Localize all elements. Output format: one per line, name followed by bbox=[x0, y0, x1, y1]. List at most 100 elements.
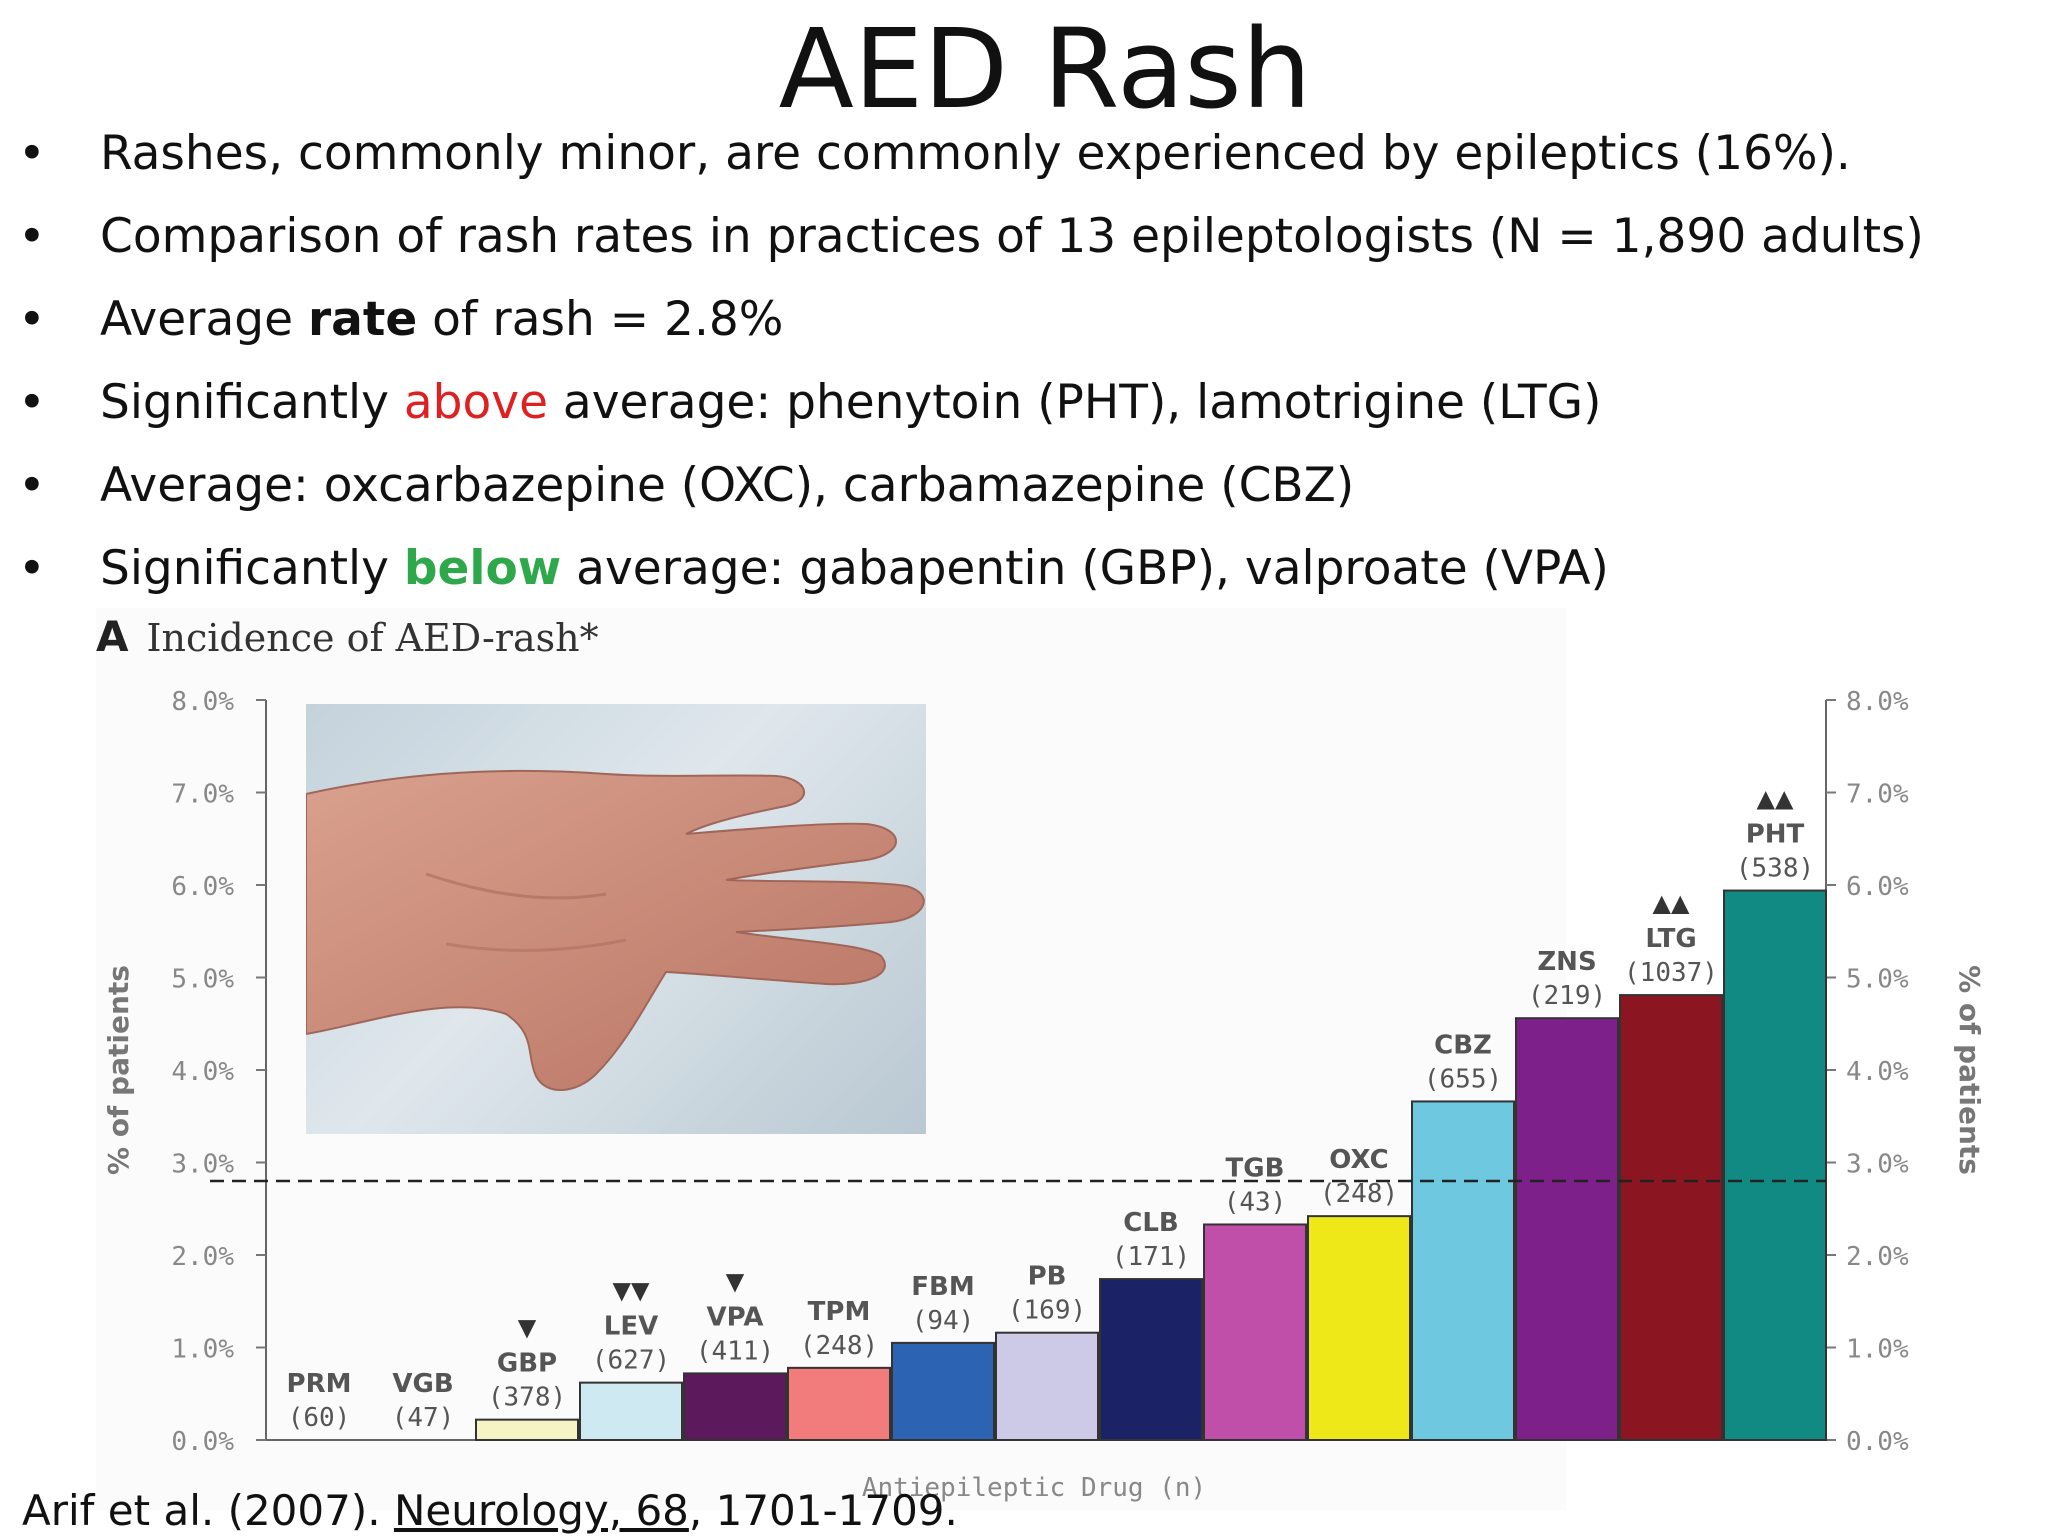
bullet-text: Significantly below average: gabapentin … bbox=[100, 527, 1609, 610]
y-tick-label-right: 8.0% bbox=[1846, 687, 1909, 717]
bar-n-label: (171) bbox=[1112, 1242, 1190, 1272]
bar-n-label: (47) bbox=[392, 1403, 455, 1433]
bar-drug-label: GBP bbox=[497, 1349, 557, 1379]
bar-lev bbox=[579, 1381, 683, 1442]
bar-tpm bbox=[787, 1366, 891, 1441]
y-tick-label-left: 1.0% bbox=[171, 1335, 234, 1365]
bullet-text-run: Average bbox=[100, 292, 308, 347]
citation: Arif et al. (2007). Neurology, 68, 1701-… bbox=[22, 1486, 958, 1535]
bar-drug-label: VPA bbox=[707, 1302, 764, 1332]
bullet-marker: • bbox=[18, 458, 46, 513]
bullet-text: Average: oxcarbazepine (OXC), carbamazep… bbox=[100, 444, 1354, 527]
bar-n-label: (169) bbox=[1008, 1296, 1086, 1326]
bar-drug-label: PB bbox=[1028, 1262, 1067, 1292]
bullet-text-run: Significantly bbox=[100, 375, 404, 430]
bar-clb bbox=[1099, 1278, 1203, 1442]
rash-hand-photo bbox=[306, 704, 926, 1134]
bullet-text-run: average: gabapentin (GBP), valproate (VP… bbox=[561, 541, 1609, 596]
bar-n-label: (219) bbox=[1528, 981, 1606, 1011]
bar-n-label: (655) bbox=[1424, 1064, 1502, 1094]
y-tick-label-left: 7.0% bbox=[171, 780, 234, 810]
bar-drug-label: CBZ bbox=[1434, 1030, 1492, 1060]
bar-n-label: (248) bbox=[800, 1331, 878, 1361]
y-tick-label-left: 0.0% bbox=[171, 1427, 234, 1457]
bullet-text: Average rate of rash = 2.8% bbox=[100, 278, 783, 361]
bar-n-label: (60) bbox=[288, 1403, 351, 1433]
bar-drug-label: FBM bbox=[911, 1272, 974, 1302]
bar-drug-label: TGB bbox=[1226, 1153, 1285, 1183]
figure-title: A Incidence of AED-rash* bbox=[96, 612, 599, 661]
y-tick-label-left: 4.0% bbox=[171, 1057, 234, 1087]
figure-title-text: Incidence of AED-rash* bbox=[146, 616, 599, 660]
bar-drug-label: CLB bbox=[1123, 1208, 1178, 1238]
bullet-item: • Average rate of rash = 2.8% bbox=[18, 278, 2018, 361]
bullet-list: • Rashes, commonly minor, are commonly ex… bbox=[18, 112, 2018, 610]
bullet-item: • Significantly above average: phenytoin … bbox=[18, 361, 2018, 444]
bar-zns bbox=[1515, 1017, 1619, 1441]
x-axis-title: Antiepileptic Drug (n) bbox=[862, 1473, 1206, 1503]
bullet-text-run: of rash = 2.8% bbox=[417, 292, 784, 347]
y-tick-label-right: 5.0% bbox=[1846, 965, 1909, 995]
bar-n-label: (411) bbox=[696, 1336, 774, 1366]
bar-drug-label: PHT bbox=[1746, 820, 1805, 850]
bar-fbm bbox=[891, 1341, 995, 1441]
significance-marker: ▼ bbox=[726, 1267, 745, 1295]
bullet-text: Significantly above average: phenytoin (… bbox=[100, 361, 1601, 444]
y-tick-label-right: 6.0% bbox=[1846, 872, 1909, 902]
y-tick-label-left: 5.0% bbox=[171, 965, 234, 995]
bar-drug-label: PRM bbox=[287, 1369, 352, 1399]
citation-pages: , 1701-1709. bbox=[688, 1486, 958, 1535]
bar-n-label: (43) bbox=[1224, 1187, 1287, 1217]
bar-ltg bbox=[1619, 994, 1723, 1441]
significance-marker: ▲▲ bbox=[1653, 889, 1690, 917]
y-axis-title-right: % of patients bbox=[1953, 965, 1986, 1175]
slide-title: AED Rash bbox=[778, 5, 1312, 133]
bar-vpa bbox=[683, 1372, 787, 1442]
bullet-text: Comparison of rash rates in practices of… bbox=[100, 195, 1924, 278]
bar-cbz bbox=[1411, 1100, 1515, 1441]
y-axis-title-left: % of patients bbox=[102, 965, 135, 1175]
bar-n-label: (627) bbox=[592, 1346, 670, 1376]
bar-drug-label: ZNS bbox=[1537, 947, 1596, 977]
bullet-text-run: above bbox=[403, 375, 548, 430]
y-tick-label-left: 2.0% bbox=[171, 1242, 234, 1272]
bar-pb bbox=[995, 1331, 1099, 1441]
bullet-marker: • bbox=[18, 541, 46, 596]
hand-illustration bbox=[306, 769, 925, 1091]
bar-drug-label: OXC bbox=[1329, 1145, 1388, 1175]
bullet-item: • Significantly below average: gabapentin… bbox=[18, 527, 2018, 610]
y-tick-label-right: 2.0% bbox=[1846, 1242, 1909, 1272]
bullet-item: • Comparison of rash rates in practices o… bbox=[18, 195, 2018, 278]
bullet-marker: • bbox=[18, 292, 46, 347]
bar-drug-label: LTG bbox=[1645, 924, 1696, 954]
bullet-text-run: Significantly bbox=[100, 541, 404, 596]
significance-marker: ▼▼ bbox=[613, 1277, 650, 1305]
bar-oxc bbox=[1307, 1215, 1411, 1442]
bar-gbp bbox=[475, 1418, 579, 1442]
figure-letter: A bbox=[96, 612, 129, 661]
bar-n-label: (248) bbox=[1320, 1179, 1398, 1209]
y-tick-label-right: 3.0% bbox=[1846, 1150, 1909, 1180]
y-tick-label-left: 3.0% bbox=[171, 1150, 234, 1180]
bar-drug-label: VGB bbox=[392, 1369, 453, 1399]
bar-drug-label: LEV bbox=[604, 1312, 658, 1342]
y-tick-label-right: 1.0% bbox=[1846, 1335, 1909, 1365]
bullet-marker: • bbox=[18, 375, 46, 430]
bullet-text: Rashes, commonly minor, are commonly exp… bbox=[100, 112, 1851, 195]
bar-pht bbox=[1723, 889, 1827, 1441]
significance-marker: ▲▲ bbox=[1757, 785, 1794, 813]
bullet-text-run: Comparison of rash rates in practices of… bbox=[100, 209, 1924, 264]
bullet-text-run: below bbox=[403, 541, 562, 596]
y-tick-label-right: 4.0% bbox=[1846, 1057, 1909, 1087]
bar-drug-label: TPM bbox=[808, 1297, 871, 1327]
bullet-text-run: rate bbox=[307, 292, 418, 347]
bar-n-label: (378) bbox=[488, 1383, 566, 1413]
citation-journal: Neurology, 68 bbox=[393, 1486, 689, 1535]
significance-marker: ▼ bbox=[518, 1314, 537, 1342]
bullet-item: • Average: oxcarbazepine (OXC), carbamaze… bbox=[18, 444, 2018, 527]
bullet-marker: • bbox=[18, 209, 46, 264]
y-tick-label-right: 0.0% bbox=[1846, 1427, 1909, 1457]
bar-n-label: (538) bbox=[1736, 854, 1814, 884]
citation-authors: Arif et al. (2007). bbox=[22, 1486, 394, 1535]
y-tick-label-left: 8.0% bbox=[171, 687, 234, 717]
